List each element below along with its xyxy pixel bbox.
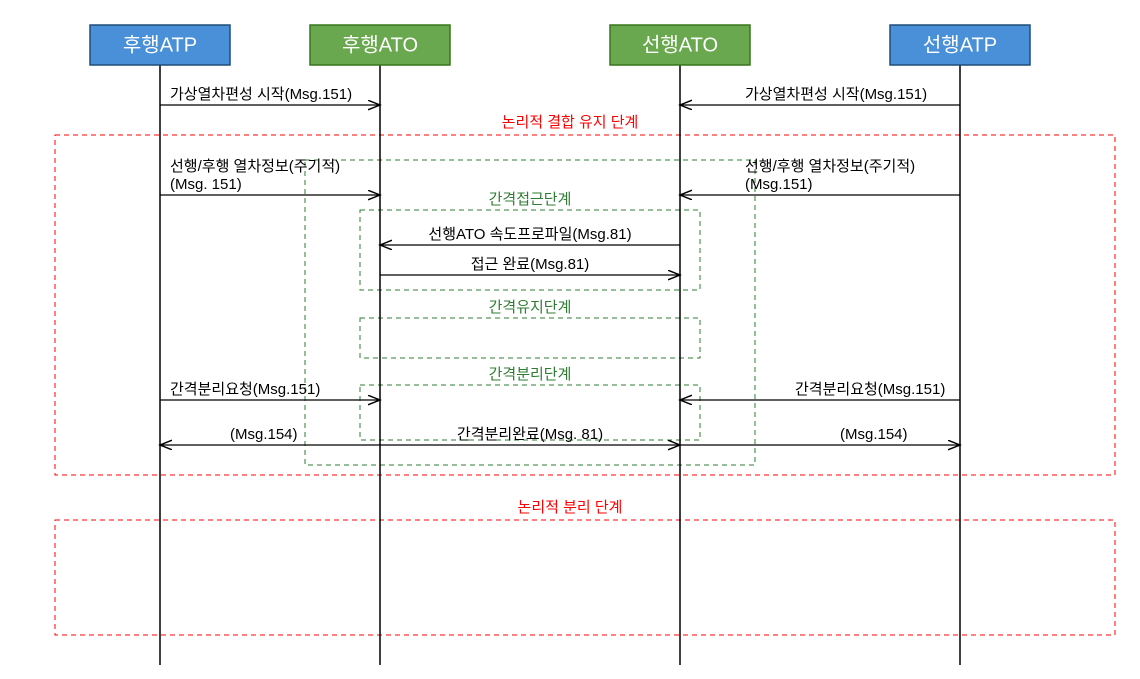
msg-label-5: 접근 완료(Msg.81) (471, 256, 590, 273)
msg-label-9: 간격분리완료(Msg. 81) (457, 426, 603, 443)
msg-label-7: 간격분리요청(Msg.151) (795, 381, 945, 398)
phase-label-greenMaintain: 간격유지단계 (489, 299, 572, 316)
msg-label-2a: 선행/후행 열차정보(주기적) (170, 158, 340, 175)
phase-label-greenSeparate: 간격분리단계 (489, 366, 572, 383)
msg-label-1: 가상열차편성 시작(Msg.151) (745, 86, 927, 103)
msg-label-4: 선행ATO 속도프로파일(Msg.81) (428, 226, 631, 243)
lane-label-후행ATP: 후행ATP (123, 33, 197, 56)
phase-label-greenApproach: 간격접근단계 (489, 191, 572, 208)
lane-label-후행ATO: 후행ATO (342, 33, 418, 56)
lane-label-선행ATP: 선행ATP (923, 33, 997, 56)
msg-label-6: 간격분리요청(Msg.151) (170, 381, 320, 398)
msg-label-3b: (Msg.151) (745, 176, 813, 193)
phase-box-greenMaintain (360, 318, 700, 358)
phase-label-logical-separate: 논리적 분리 단계 (518, 499, 623, 516)
msg-label-3a: 선행/후행 열차정보(주기적) (745, 158, 915, 175)
phase-box-greenApproach (360, 210, 700, 290)
sequence-diagram: 논리적 결합 유지 단계논리적 분리 단계 간격접근단계간격유지단계간격분리단계 후… (0, 0, 1140, 679)
msg-label-0: 가상열차편성 시작(Msg.151) (170, 86, 352, 103)
lane-label-선행ATO: 선행ATO (642, 33, 718, 56)
phase-box-red2 (55, 520, 1115, 635)
msg-label-10: (Msg.154) (840, 426, 908, 443)
msg-label-8: (Msg.154) (230, 426, 298, 443)
msg-label-2b: (Msg. 151) (170, 176, 242, 193)
phase-label-logical-couple: 논리적 결합 유지 단계 (502, 114, 639, 131)
